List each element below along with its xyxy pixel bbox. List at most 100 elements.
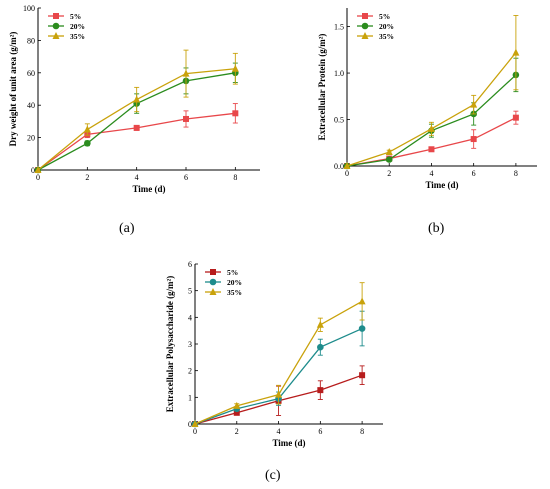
y-tick-label: 0.5: [334, 116, 344, 125]
data-point: [359, 372, 366, 379]
x-tick-label: 2: [235, 427, 239, 436]
x-tick-label: 8: [360, 427, 364, 436]
y-tick-label: 80: [27, 36, 35, 45]
series-20%: [34, 62, 239, 174]
data-point: [133, 124, 140, 131]
x-tick-label: 4: [135, 173, 139, 182]
series-35%: [343, 14, 520, 169]
data-point: [275, 390, 283, 398]
legend-label: 35%: [379, 32, 394, 41]
data-point: [343, 162, 351, 169]
data-point: [232, 110, 239, 117]
data-point: [470, 136, 477, 143]
y-tick-label: 0: [188, 420, 192, 429]
series-line: [37, 68, 236, 171]
series-35%: [34, 49, 239, 173]
data-point: [84, 139, 91, 147]
y-tick-label: 3: [188, 340, 192, 349]
legend-label: 20%: [379, 22, 394, 31]
legend-label: 20%: [227, 278, 242, 287]
x-tick-label: 2: [85, 173, 89, 182]
data-point: [385, 156, 393, 163]
x-axis-label: Time (d): [272, 438, 305, 448]
series-35%: [191, 282, 366, 427]
chart-extracellular-polysaccharide: 0 2 4 6 8 0 1 2 3 4 5 6 Time (d) Extracellular Polysa…: [165, 260, 383, 448]
x-tick-label: 6: [184, 173, 188, 182]
y-tick-label: 0.0: [334, 162, 344, 171]
series-line: [37, 112, 236, 171]
legend-label: 5%: [70, 12, 81, 21]
legend-label: 35%: [70, 32, 85, 41]
data-point: [233, 401, 241, 409]
series-line: [346, 74, 517, 167]
y-tick-label: 20: [27, 134, 35, 143]
x-tick-label: 6: [318, 427, 322, 436]
y-axis-label: Extracellular Polysaccharide (g/m²): [165, 276, 175, 413]
y-tick-label: 1: [188, 393, 192, 402]
legend-label: 5%: [227, 268, 238, 277]
x-tick-label: 0: [345, 169, 349, 178]
panel-label-c: (c): [265, 468, 281, 483]
data-point: [191, 420, 199, 427]
data-point: [358, 325, 366, 332]
y-tick-label: 5: [188, 287, 192, 296]
x-tick-label: 6: [472, 169, 476, 178]
data-point: [512, 48, 520, 56]
y-tick-label: 40: [27, 101, 35, 110]
data-point: [34, 166, 42, 173]
legend-marker: [209, 278, 217, 286]
series-5%: [35, 103, 239, 173]
y-axis-label: Dry weight of unit area (g/m²): [8, 32, 18, 147]
data-point: [182, 69, 190, 77]
x-axis-label: Time (d): [425, 180, 458, 190]
y-tick-label: 1.5: [334, 23, 344, 32]
y-axis-label: Extracellular Protein (g/m²): [317, 34, 327, 141]
data-point: [231, 64, 239, 72]
legend-marker: [361, 32, 369, 39]
x-tick-label: 8: [233, 173, 237, 182]
legend-marker: [52, 22, 60, 30]
legend-label: 20%: [70, 22, 85, 31]
data-point: [233, 409, 240, 416]
panel-label-b: (b): [428, 221, 445, 236]
series-5%: [344, 110, 519, 169]
x-tick-label: 4: [429, 169, 433, 178]
legend-label: 5%: [379, 12, 390, 21]
data-point: [83, 125, 91, 133]
legend-marker: [53, 13, 59, 19]
y-tick-label: 2: [188, 367, 192, 376]
y-tick-label: 4: [188, 313, 192, 322]
data-point: [317, 387, 324, 394]
x-tick-label: 8: [514, 169, 518, 178]
y-tick-label: 60: [27, 69, 35, 78]
x-axis-label: Time (d): [132, 184, 165, 194]
y-tick-label: 100: [23, 4, 35, 13]
legend-marker: [362, 13, 368, 19]
legend-marker: [209, 288, 217, 295]
y-tick-label: 6: [188, 260, 192, 269]
data-point: [428, 146, 435, 153]
panel-label-a: (a): [119, 221, 135, 236]
data-point: [512, 114, 519, 121]
series-20%: [343, 57, 520, 170]
y-tick-label: 0: [31, 166, 35, 175]
x-tick-label: 0: [193, 427, 197, 436]
legend-label: 35%: [227, 288, 242, 297]
x-tick-label: 4: [277, 427, 281, 436]
legend-marker: [210, 269, 216, 275]
chart-extracellular-protein: 0 2 4 6 8 0.0 0.5 1.0 1.5 Time (d) Extracellular P…: [317, 8, 537, 190]
data-point: [316, 320, 324, 328]
data-point: [427, 124, 435, 132]
data-point: [358, 297, 366, 305]
data-point: [385, 148, 393, 156]
x-tick-label: 0: [36, 173, 40, 182]
legend-marker: [52, 32, 60, 39]
data-point: [470, 100, 478, 108]
x-tick-label: 2: [387, 169, 391, 178]
data-point: [317, 343, 324, 351]
y-tick-label: 1.0: [334, 69, 344, 78]
data-point: [133, 95, 141, 103]
data-point: [183, 115, 189, 122]
